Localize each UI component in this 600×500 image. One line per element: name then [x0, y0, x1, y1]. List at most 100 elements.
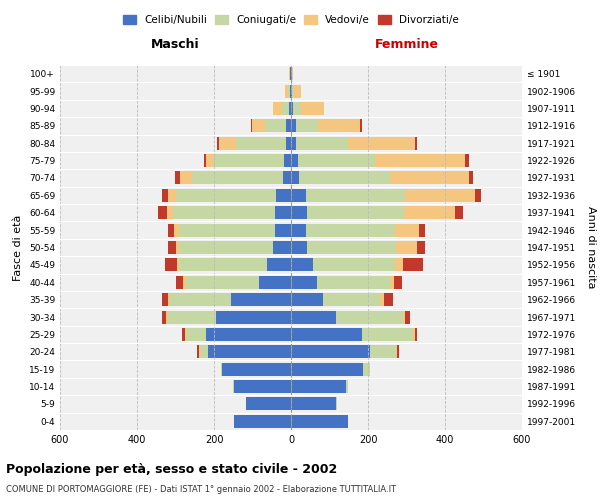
Bar	[291, 120, 296, 132]
Bar	[291, 293, 323, 306]
Bar	[180, 172, 192, 184]
Bar	[168, 241, 176, 254]
Bar	[291, 241, 307, 254]
Bar	[291, 102, 293, 115]
Y-axis label: Anni di nascita: Anni di nascita	[586, 206, 596, 289]
Bar	[397, 346, 399, 358]
Bar	[174, 224, 179, 236]
Bar	[347, 136, 415, 149]
Bar	[475, 189, 481, 202]
Bar	[183, 276, 185, 289]
Bar	[395, 258, 403, 272]
Bar	[251, 120, 252, 132]
Bar	[267, 258, 291, 272]
Bar	[293, 102, 301, 115]
Bar	[296, 136, 347, 149]
Bar	[272, 102, 282, 115]
Bar	[390, 172, 469, 184]
Bar	[179, 224, 275, 236]
Bar	[168, 224, 174, 236]
Bar	[290, 67, 291, 80]
Bar	[455, 206, 463, 220]
Bar	[182, 328, 185, 341]
Bar	[404, 206, 455, 220]
Bar	[290, 84, 291, 98]
Bar	[395, 224, 419, 236]
Bar	[252, 120, 265, 132]
Bar	[203, 154, 206, 167]
Bar	[291, 136, 296, 149]
Text: Maschi: Maschi	[151, 38, 200, 51]
Bar	[282, 102, 289, 115]
Bar	[283, 172, 291, 184]
Y-axis label: Fasce di età: Fasce di età	[13, 214, 23, 280]
Bar	[413, 328, 415, 341]
Bar	[219, 136, 236, 149]
Bar	[175, 172, 180, 184]
Bar	[364, 362, 370, 376]
Bar	[370, 346, 396, 358]
Bar	[289, 102, 291, 115]
Bar	[317, 276, 389, 289]
Bar	[275, 224, 291, 236]
Bar	[170, 293, 232, 306]
Text: COMUNE DI PORTOMAGGIORE (FE) - Dati ISTAT 1° gennaio 2002 - Elaborazione TUTTITA: COMUNE DI PORTOMAGGIORE (FE) - Dati ISTA…	[6, 485, 396, 494]
Bar	[384, 293, 392, 306]
Bar	[415, 136, 417, 149]
Bar	[168, 189, 176, 202]
Bar	[416, 241, 425, 254]
Bar	[291, 398, 337, 410]
Bar	[173, 206, 275, 220]
Legend: Celibi/Nubili, Coniugati/e, Vedovi/e, Divorziati/e: Celibi/Nubili, Coniugati/e, Vedovi/e, Di…	[120, 12, 462, 28]
Bar	[291, 258, 313, 272]
Bar	[291, 67, 292, 80]
Bar	[200, 346, 208, 358]
Bar	[234, 380, 291, 393]
Bar	[380, 293, 384, 306]
Bar	[176, 241, 179, 254]
Bar	[206, 328, 291, 341]
Bar	[161, 189, 168, 202]
Bar	[233, 380, 234, 393]
Bar	[389, 276, 394, 289]
Bar	[289, 67, 290, 80]
Bar	[288, 84, 290, 98]
Bar	[179, 258, 267, 272]
Bar	[301, 102, 325, 115]
Bar	[232, 293, 291, 306]
Bar	[403, 258, 424, 272]
Bar	[192, 172, 283, 184]
Bar	[162, 293, 168, 306]
Bar	[291, 346, 370, 358]
Bar	[419, 224, 425, 236]
Bar	[185, 328, 186, 341]
Bar	[298, 154, 375, 167]
Bar	[179, 241, 272, 254]
Bar	[259, 276, 291, 289]
Bar	[272, 241, 291, 254]
Bar	[208, 346, 291, 358]
Bar	[291, 415, 348, 428]
Bar	[396, 346, 397, 358]
Bar	[307, 241, 397, 254]
Bar	[199, 346, 200, 358]
Bar	[291, 189, 305, 202]
Bar	[307, 206, 404, 220]
Bar	[176, 189, 277, 202]
Bar	[291, 224, 305, 236]
Bar	[291, 84, 292, 98]
Bar	[286, 136, 291, 149]
Bar	[158, 206, 167, 220]
Bar	[405, 310, 410, 324]
Bar	[165, 258, 177, 272]
Bar	[291, 362, 364, 376]
Bar	[285, 84, 288, 98]
Bar	[166, 310, 168, 324]
Bar	[291, 276, 317, 289]
Bar	[286, 120, 291, 132]
Text: Femmine: Femmine	[374, 38, 439, 51]
Bar	[296, 120, 318, 132]
Bar	[403, 310, 405, 324]
Bar	[375, 154, 466, 167]
Bar	[197, 346, 199, 358]
